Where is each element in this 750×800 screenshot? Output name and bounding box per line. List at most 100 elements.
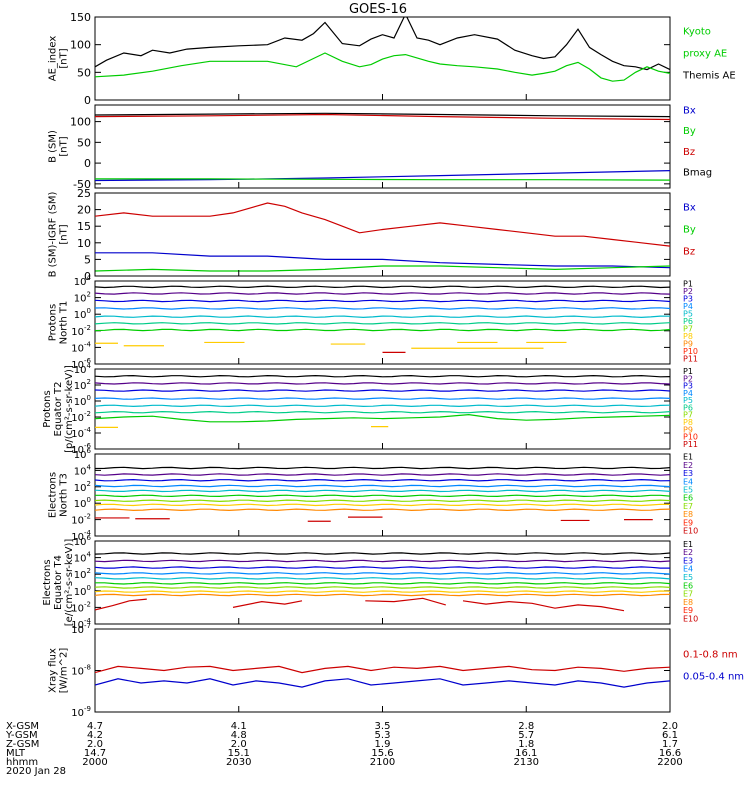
legend-entry-electrons-t4: E9 [683, 606, 693, 615]
y-axis-label-bdiff: B (SM)-IGRF (SM) [48, 192, 59, 278]
y-tick-label-ae: 150 [70, 11, 91, 24]
y-tick-label-protons-t1: 10-2 [71, 324, 91, 338]
series-line-ae [95, 52, 670, 82]
legend-entry-electrons-t4: E6 [683, 581, 693, 590]
legend-entry-electrons-t4: E3 [683, 556, 693, 565]
x-axis-date: 2020 Jan 28 [6, 766, 66, 777]
series-line-bdiff [95, 252, 670, 269]
legend-entry-bsm: Bmag [683, 168, 712, 179]
panel-frame-xray [94, 628, 671, 713]
y-axis-label-electrons-t3: Electrons [48, 472, 59, 518]
legend-entry-electrons-t3: E7 [683, 502, 693, 511]
series-line-electrons-t4 [95, 559, 670, 563]
series-line-electrons-t4 [95, 577, 670, 580]
series-line-electrons-t3 [95, 499, 670, 503]
x-axis-value: 15.1 [228, 748, 250, 759]
legend-entry-xray: 0.1-0.8 nm [683, 650, 738, 661]
y-axis-label-ae: AE_index [48, 36, 59, 82]
y-axis-label-electrons-t3: North T3 [59, 473, 70, 517]
series-line-electrons-t3 [95, 484, 670, 488]
legend-entry-protons-t1: P1 [683, 279, 693, 288]
x-axis-value: 4.2 [87, 730, 103, 741]
y-tick-label-electrons-t4: 102 [74, 567, 91, 581]
legend-entry-ae: proxy AE [683, 49, 727, 60]
legend-entry-protons-t1: P8 [683, 332, 693, 341]
y-axis-label-ae: [nT] [59, 48, 70, 68]
y-tick-label-bsm: 50 [77, 136, 91, 149]
legend-entry-protons-t1: P3 [683, 294, 693, 303]
y-axis-label-xray: [W/m^2] [59, 648, 70, 694]
legend-entry-protons-t2: P1 [683, 367, 693, 376]
series-line-electrons-t3 [95, 478, 670, 482]
series-line-protons-t2 [95, 382, 670, 385]
series-line-protons-t1 [95, 322, 670, 325]
y-axis-label-protons-t1: Protons [48, 304, 59, 341]
x-axis-value: 2100 [370, 757, 395, 768]
series-line-protons-t2 [95, 410, 670, 414]
x-axis-value: 5.7 [518, 730, 534, 741]
series-line-bdiff [95, 265, 670, 272]
x-axis-row-label: X-GSM [6, 721, 39, 732]
series-line-bsm [95, 170, 670, 182]
y-tick-label-electrons-t3: 100 [74, 496, 91, 510]
y-tick-label-bsm: -50 [73, 178, 91, 191]
legend-entry-protons-t1: P7 [683, 325, 693, 334]
legend-entry-xray: 0.05-0.4 nm [683, 672, 744, 683]
series-line-ae [95, 17, 670, 71]
y-tick-label-bdiff: 10 [77, 237, 91, 250]
x-axis-value: 1.9 [375, 739, 391, 750]
y-tick-label-electrons-t3: 104 [74, 463, 92, 477]
y-axis-label-bsm: [nT] [59, 136, 70, 156]
y-axis-label-electrons-t4: Equator T4 [53, 555, 64, 610]
legend-entry-protons-t1: P10 [683, 347, 698, 356]
legend-entry-electrons-t4: E5 [683, 573, 693, 582]
legend-entry-protons-t1: P5 [683, 309, 693, 318]
legend-entry-electrons-t4: E7 [683, 590, 693, 599]
y-tick-label-bdiff: 20 [77, 204, 91, 217]
y-axis-label-protons-t1: North T1 [59, 301, 70, 345]
series-line-electrons-t4 [95, 572, 670, 575]
series-line-electrons-t4 [95, 586, 670, 589]
series-line-bsm [95, 112, 670, 118]
series-line-bsm [95, 178, 670, 181]
legend-entry-protons-t1: P11 [683, 355, 698, 364]
x-axis-row-label: hhmm [6, 757, 38, 768]
y-tick-label-xray: 10-7 [71, 622, 91, 636]
y-tick-label-electrons-t3: 106 [74, 447, 92, 461]
legend-entry-protons-t2: P5 [683, 396, 693, 405]
x-axis-value: 16.1 [515, 748, 537, 759]
x-axis-value: 2030 [226, 757, 251, 768]
y-axis-label-bdiff: [nT] [59, 224, 70, 244]
panel-frame-bdiff [94, 192, 671, 277]
legend-entry-electrons-t4: E4 [683, 565, 693, 574]
series-line-protons-t1 [95, 315, 670, 319]
y-tick-label-protons-t1: 102 [74, 291, 91, 305]
y-axis-label-electrons-t4: Electrons [42, 559, 53, 605]
legend-entry-electrons-t3: E6 [683, 494, 693, 503]
legend-entry-electrons-t4: E1 [683, 540, 693, 549]
legend-entry-electrons-t4: E10 [683, 615, 698, 624]
panel-frame-protons-t2 [94, 368, 671, 450]
series-line-protons-t1 [95, 285, 670, 289]
y-tick-label-protons-t1: 10-4 [71, 340, 91, 354]
legend-entry-electrons-t3: E10 [683, 527, 698, 536]
x-axis-value: 14.7 [84, 748, 106, 759]
plot-title: GOES-16 [349, 2, 407, 17]
x-axis-value: 4.8 [231, 730, 247, 741]
series-line-electrons-t4 [95, 566, 670, 569]
series-line-protons-t2 [95, 389, 670, 392]
legend-entry-bsm: Bx [683, 105, 696, 116]
series-line-xray [95, 665, 670, 674]
x-axis-value: 2000 [82, 757, 107, 768]
series-line-bdiff [95, 202, 670, 247]
legend-entry-ae: Themis AE [682, 71, 736, 82]
series-line-electrons-t4 [365, 597, 446, 606]
legend-entry-bdiff: By [683, 225, 696, 236]
series-line-electrons-t4 [462, 600, 625, 612]
y-tick-label-electrons-t4: 100 [74, 584, 91, 598]
x-axis-value: 6.1 [662, 730, 678, 741]
legend-entry-electrons-t3: E3 [683, 469, 693, 478]
legend-entry-protons-t1: P2 [683, 287, 693, 296]
y-tick-label-bdiff: 0 [84, 270, 91, 283]
series-line-electrons-t4 [95, 552, 670, 555]
